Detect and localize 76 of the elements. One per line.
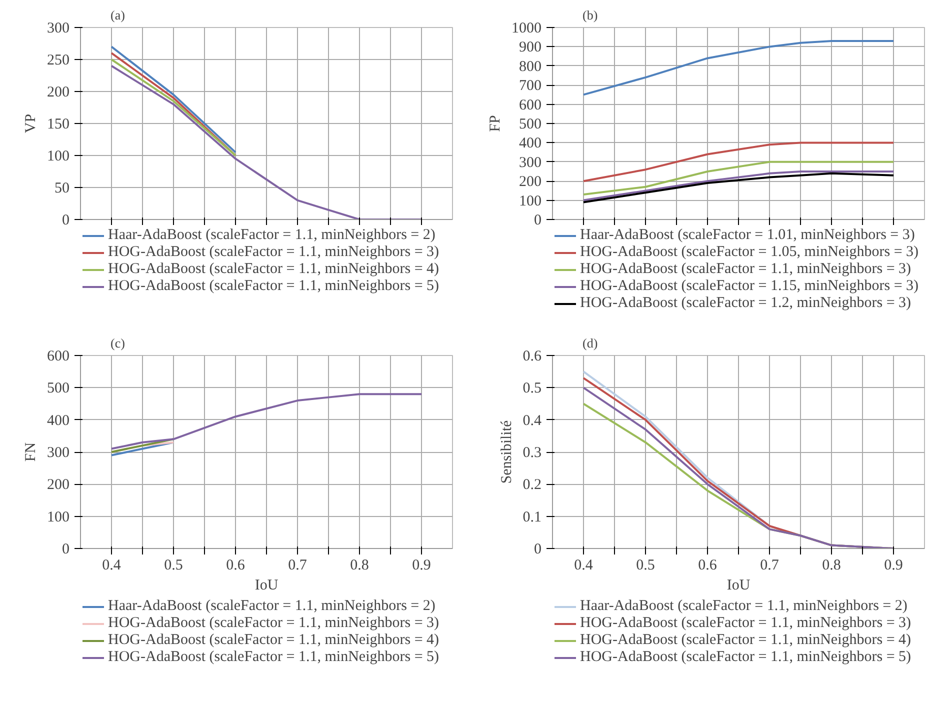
y-axis-title: Sensibilité: [498, 420, 515, 484]
legend-label: Haar-AdaBoost (scaleFactor = 1.01, minNeighbors = 3): [580, 227, 915, 244]
x-axis-title: IoU: [726, 578, 750, 594]
y-tick-label: 200: [47, 477, 70, 494]
legend-label: Haar-AdaBoost (scaleFactor = 1.1, minNeighbors = 2): [580, 598, 908, 615]
line-series: [110, 64, 422, 220]
x-tick-label: 0.9: [884, 558, 903, 574]
y-tick-label: 300: [519, 154, 542, 171]
y-tick-label: 100: [47, 509, 70, 526]
legend-label: HOG-AdaBoost (scaleFactor = 1.1, minNeighbors = 3): [580, 615, 912, 632]
legend-label: HOG-AdaBoost (scaleFactor = 1.1, minNeighbors = 3): [108, 244, 440, 261]
x-tick-label: 0.7: [760, 558, 780, 574]
y-tick-label: 700: [519, 78, 542, 94]
line-series: [582, 40, 894, 96]
y-tick-label: 300: [47, 20, 70, 36]
y-axis-title: FP: [488, 115, 504, 132]
x-tick-label: 0.9: [412, 558, 431, 574]
legend-label: HOG-AdaBoost (scaleFactor = 1.1, minNeighbors = 4): [580, 632, 912, 649]
y-tick-label: 400: [519, 136, 542, 152]
legend-label: HOG-AdaBoost (scaleFactor = 1.05, minNeighbors = 3): [580, 244, 919, 261]
y-tick-label: 0: [62, 212, 70, 228]
x-tick-label: 0.5: [636, 558, 655, 574]
legend-label: HOG-AdaBoost (scaleFactor = 1.1, minNeighbors = 4): [108, 261, 440, 278]
legend-label: HOG-AdaBoost (scaleFactor = 1.1, minNeighbors = 5): [108, 278, 440, 295]
legend-label: HOG-AdaBoost (scaleFactor = 1.1, minNeighbors = 5): [580, 649, 912, 666]
y-tick-label: 0.5: [522, 380, 542, 397]
x-tick-label: 0.8: [350, 558, 369, 574]
x-tick-label: 0.6: [226, 558, 246, 574]
y-tick-label: 0.3: [522, 445, 542, 461]
x-tick-label: 0.4: [574, 558, 594, 574]
y-tick-label: 150: [47, 116, 70, 132]
legend-label: HOG-AdaBoost (scaleFactor = 1.15, minNeighbors = 3): [580, 278, 919, 295]
line-series: [582, 160, 894, 196]
y-tick-label: 300: [47, 445, 70, 461]
line-series: [582, 142, 894, 182]
chart-title: (b): [582, 8, 598, 22]
y-tick-label: 200: [519, 174, 542, 190]
y-tick-label: 50: [54, 180, 70, 196]
y-tick-label: 500: [47, 380, 70, 397]
x-tick-label: 0.7: [288, 558, 308, 574]
y-tick-label: 0.1: [522, 509, 542, 526]
x-tick-label: 0.4: [102, 558, 122, 574]
y-tick-label: 100: [47, 148, 70, 164]
y-tick-label: 0.6: [522, 348, 542, 364]
y-tick-label: 1000: [512, 20, 542, 36]
y-tick-label: 250: [47, 52, 70, 68]
x-tick-label: 0.5: [164, 558, 183, 574]
x-axis-title: IoU: [254, 578, 278, 594]
y-tick-label: 800: [519, 58, 542, 75]
y-tick-label: 0.2: [522, 477, 542, 494]
x-tick-label: 0.6: [698, 558, 718, 574]
legend-label: HOG-AdaBoost (scaleFactor = 1.1, minNeighbors = 3): [580, 261, 912, 278]
legend-label: HOG-AdaBoost (scaleFactor = 1.1, minNeighbors = 5): [108, 649, 440, 666]
chart-title: (a): [110, 8, 125, 22]
y-tick-label: 900: [519, 40, 542, 56]
y-tick-label: 0: [62, 542, 70, 558]
y-tick-label: 500: [519, 116, 542, 132]
chart-title: (d): [582, 336, 598, 350]
line-series: [110, 393, 422, 450]
y-tick-label: 200: [47, 84, 70, 100]
chart-title: (c): [110, 336, 125, 350]
y-tick-label: 400: [47, 412, 70, 429]
y-tick-label: 0: [534, 542, 542, 558]
legend-label: Haar-AdaBoost (scaleFactor = 1.1, minNeighbors = 2): [108, 227, 436, 244]
y-axis-title: FN: [23, 442, 39, 462]
legend-label: Haar-AdaBoost (scaleFactor = 1.1, minNeighbors = 2): [108, 598, 436, 615]
y-tick-label: 0: [534, 212, 542, 228]
y-axis-title: VP: [23, 114, 39, 134]
y-tick-label: 600: [47, 348, 70, 364]
legend-label: HOG-AdaBoost (scaleFactor = 1.2, minNeighbors = 3): [580, 295, 912, 312]
y-tick-label: 100: [519, 193, 542, 210]
x-tick-label: 0.8: [822, 558, 841, 574]
legend-label: HOG-AdaBoost (scaleFactor = 1.1, minNeighbors = 3): [108, 615, 440, 632]
y-tick-label: 0.4: [522, 412, 542, 429]
legend-label: HOG-AdaBoost (scaleFactor = 1.1, minNeighbors = 4): [108, 632, 440, 649]
y-tick-label: 600: [519, 97, 542, 114]
